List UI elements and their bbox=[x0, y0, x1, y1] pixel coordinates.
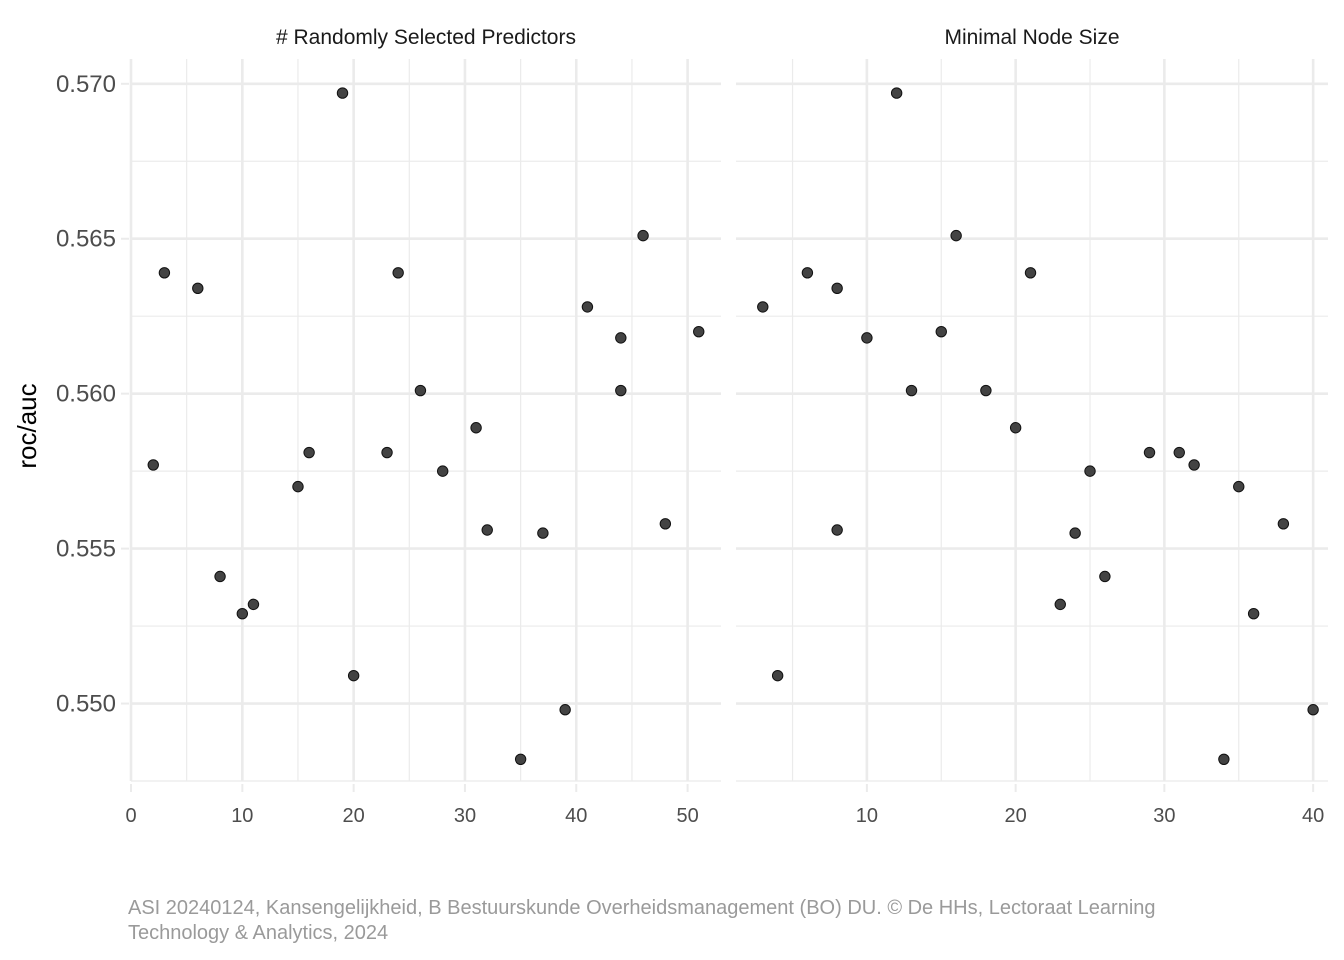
data-point bbox=[158, 267, 171, 279]
data-point bbox=[1277, 518, 1290, 530]
chart-labels: 0 10 20 30 40 50 # Randomly Selected Predictor… bbox=[12, 26, 1324, 827]
data-point bbox=[147, 459, 159, 471]
data-point bbox=[292, 480, 304, 493]
data-point bbox=[1143, 446, 1156, 459]
data-point bbox=[1069, 527, 1081, 539]
data-point bbox=[980, 384, 992, 397]
data-point bbox=[771, 669, 784, 682]
data-point bbox=[436, 465, 449, 477]
data-point bbox=[1247, 607, 1260, 620]
facet-strip-label: # Randomly Selected Predictors bbox=[276, 26, 576, 49]
data-point bbox=[935, 325, 947, 338]
data-points bbox=[147, 87, 1319, 766]
data-point bbox=[1084, 465, 1096, 477]
data-point bbox=[347, 669, 360, 682]
data-point bbox=[236, 607, 249, 620]
chart-caption: ASI 20240124, Kansengelijkheid, B Bestuu… bbox=[128, 897, 1156, 944]
x-tick-label: 10 bbox=[231, 805, 253, 827]
data-point bbox=[905, 384, 918, 397]
x-tick-label: 30 bbox=[454, 805, 476, 827]
data-point bbox=[659, 518, 672, 530]
data-point bbox=[381, 446, 393, 459]
data-point bbox=[192, 282, 204, 295]
data-point bbox=[581, 301, 594, 313]
x-tick-label: 40 bbox=[565, 805, 587, 827]
data-point bbox=[1188, 459, 1200, 471]
x-tick-label: 20 bbox=[1005, 805, 1027, 827]
data-point bbox=[801, 267, 814, 279]
y-tick-label: 0.550 bbox=[56, 691, 116, 718]
data-point bbox=[890, 87, 903, 99]
x-tick-label: 50 bbox=[676, 805, 698, 827]
data-point bbox=[514, 753, 527, 766]
x-tick-label: 0 bbox=[125, 805, 136, 827]
data-point bbox=[481, 524, 493, 536]
data-point bbox=[1024, 267, 1037, 279]
data-point bbox=[1054, 598, 1066, 611]
data-point bbox=[693, 325, 705, 338]
data-point bbox=[615, 384, 627, 397]
x-tick-label: 30 bbox=[1153, 805, 1175, 827]
y-tick-label: 0.570 bbox=[56, 71, 116, 98]
data-point bbox=[831, 282, 843, 295]
data-point bbox=[757, 301, 769, 313]
x-tick-label: 20 bbox=[343, 805, 365, 827]
data-point bbox=[1009, 422, 1022, 434]
data-point bbox=[831, 524, 843, 536]
data-point bbox=[1099, 570, 1111, 583]
data-point bbox=[950, 229, 962, 242]
y-tick-label: 0.555 bbox=[56, 536, 116, 563]
x-tick-label: 40 bbox=[1302, 805, 1324, 827]
data-point bbox=[1173, 446, 1185, 459]
data-point bbox=[1233, 480, 1245, 493]
axes bbox=[121, 82, 1315, 792]
data-point bbox=[214, 570, 226, 583]
x-tick-label: 10 bbox=[856, 805, 878, 827]
data-point bbox=[470, 422, 482, 434]
data-point bbox=[559, 704, 571, 716]
data-point bbox=[247, 598, 260, 611]
data-point bbox=[303, 446, 315, 459]
data-point bbox=[1218, 753, 1230, 766]
data-point bbox=[336, 87, 349, 99]
data-point bbox=[637, 229, 649, 242]
data-point bbox=[861, 332, 873, 344]
gridlines bbox=[129, 59, 1328, 782]
data-point bbox=[392, 267, 404, 279]
data-point bbox=[414, 384, 427, 397]
facet-strip-label: Minimal Node Size bbox=[944, 26, 1119, 49]
data-point bbox=[615, 332, 627, 344]
y-tick-label: 0.560 bbox=[56, 381, 116, 408]
y-axis-title: roc/auc bbox=[12, 383, 42, 468]
y-tick-label: 0.565 bbox=[56, 226, 116, 253]
data-point bbox=[1307, 704, 1319, 716]
data-point bbox=[537, 527, 549, 539]
